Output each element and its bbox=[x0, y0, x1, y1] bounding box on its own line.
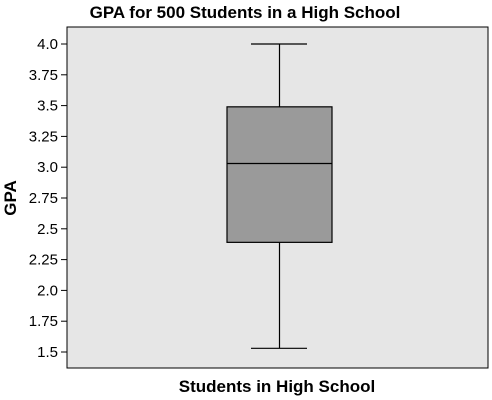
y-tick-label: 3.75 bbox=[29, 67, 58, 84]
y-tick-label: 2.5 bbox=[37, 221, 58, 238]
y-axis-label: GPA bbox=[1, 180, 20, 216]
y-axis: 4.0 3.75 3.5 3.25 3.0 2.75 2.5 2.25 2.0 1.75 1.5 bbox=[29, 36, 67, 361]
y-tick-label: 3.0 bbox=[37, 159, 58, 176]
y-tick-label: 2.75 bbox=[29, 190, 58, 207]
y-tick-label: 1.5 bbox=[37, 344, 58, 361]
y-tick-label: 4.0 bbox=[37, 36, 58, 53]
y-tick-label: 1.75 bbox=[29, 313, 58, 330]
box-plot bbox=[226, 43, 333, 349]
chart-title: GPA for 500 Students in a High School bbox=[90, 3, 401, 22]
y-tick-label: 2.25 bbox=[29, 252, 58, 269]
y-tick-label: 3.5 bbox=[37, 98, 58, 115]
interquartile-box bbox=[226, 106, 333, 243]
x-axis-label: Students in High School bbox=[179, 377, 375, 396]
y-tick-label: 2.0 bbox=[37, 282, 58, 299]
y-tick-label: 3.25 bbox=[29, 128, 58, 145]
